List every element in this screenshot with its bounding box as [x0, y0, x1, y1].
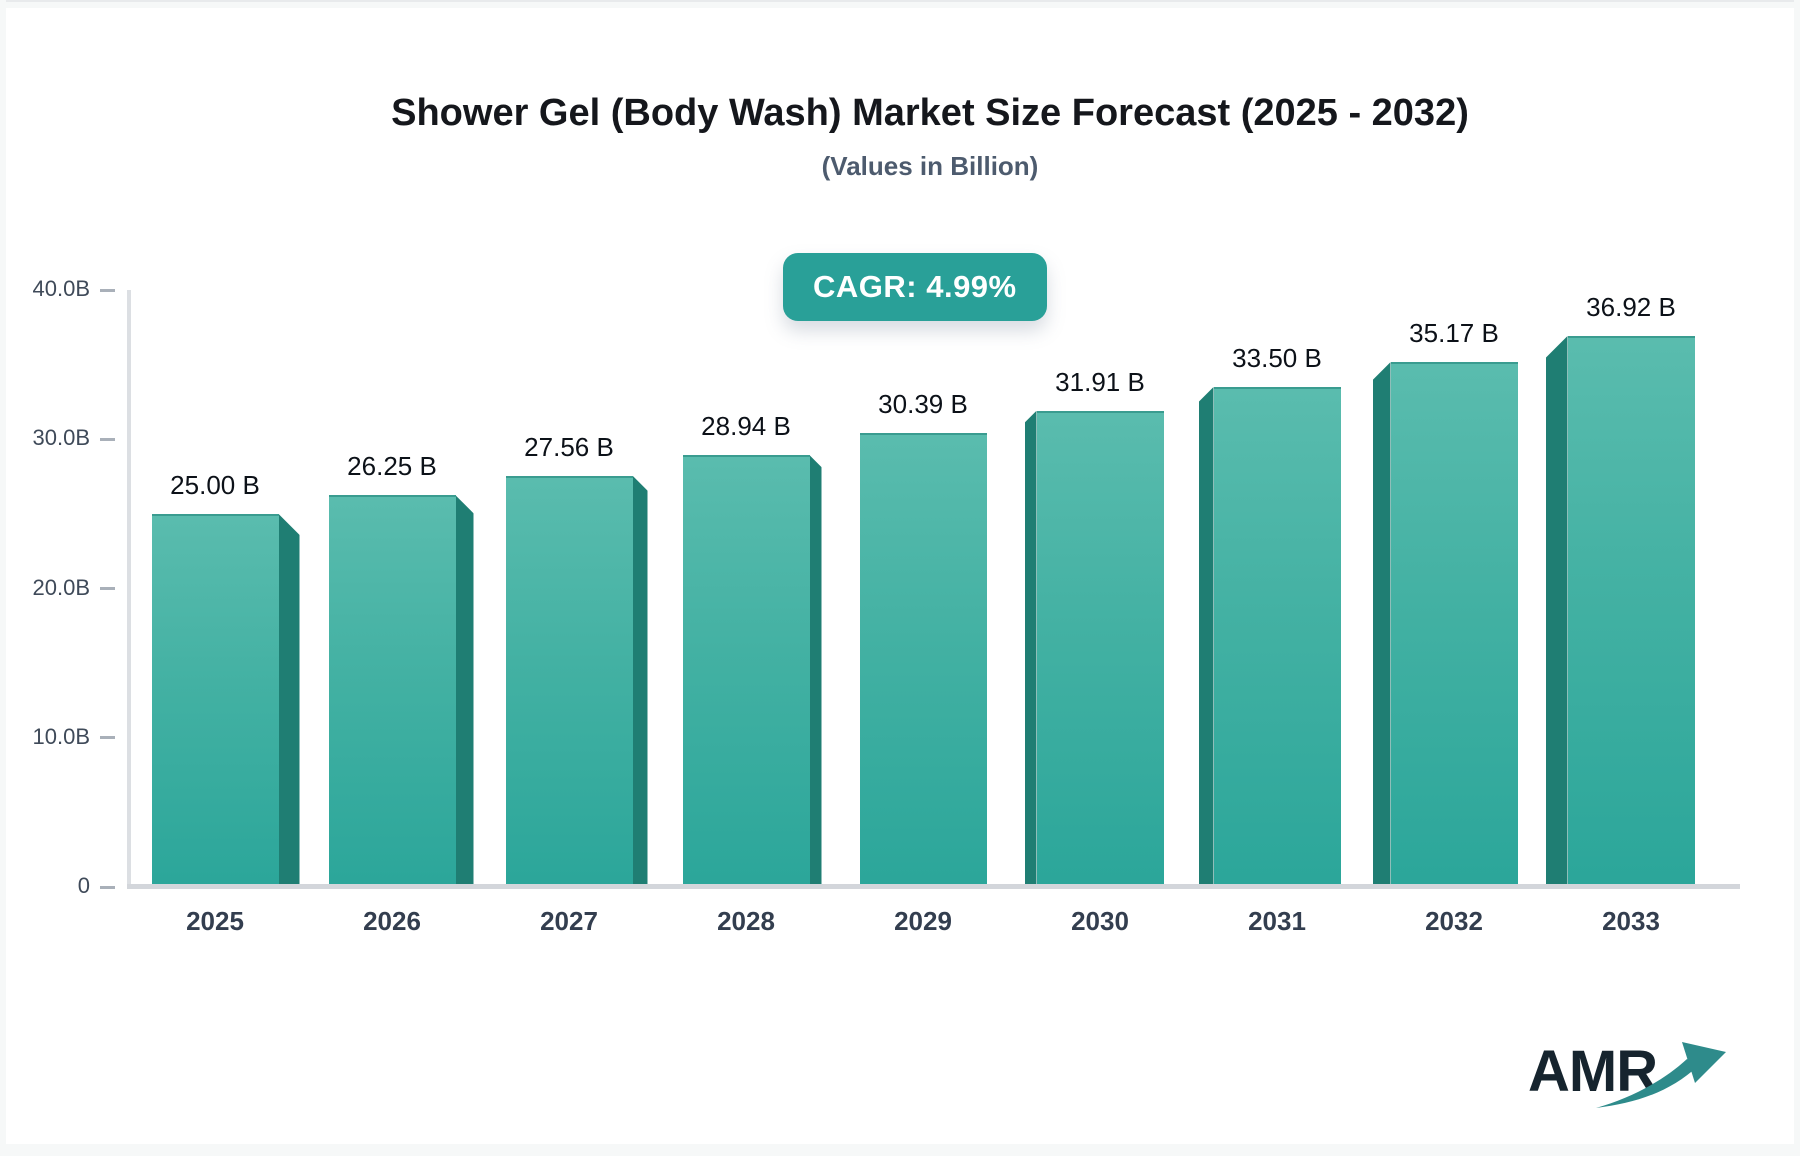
bar-side-2030	[1024, 410, 1037, 887]
bar-side-2026	[455, 495, 474, 887]
x-axis-label-2033: 2033	[1602, 906, 1660, 936]
y-tick-label: 10.0B	[32, 723, 91, 749]
frame-edge-top	[0, 0, 1800, 8]
bar-side-2031	[1198, 387, 1214, 887]
chart-subtitle: (Values in Billion)	[821, 151, 1039, 181]
bar-value-label: 26.25 B	[347, 451, 437, 482]
y-tick-label: 0	[77, 873, 90, 898]
bar-value-label: 33.50 B	[1232, 343, 1322, 373]
bar-2025[interactable]	[151, 513, 279, 887]
growth-arrow-icon	[1596, 1042, 1726, 1108]
bar-value-label: 36.92 B	[1586, 291, 1676, 322]
x-axis-label-2031: 2031	[1248, 906, 1306, 936]
frame-edge-right	[1794, 0, 1800, 1156]
bar-side-2032	[1372, 362, 1391, 887]
x-axis-line	[127, 884, 1740, 889]
x-axis-label-2029: 2029	[894, 906, 952, 936]
amr-logo: AMR	[1528, 1034, 1748, 1114]
chart-header: Shower Gel (Body Wash) Market Size Forec…	[60, 92, 1800, 182]
bar-2030[interactable]	[1036, 410, 1164, 887]
x-axis-label-2028: 2028	[717, 906, 775, 936]
y-tick-label: 40.0B	[32, 276, 91, 301]
y-axis-line	[127, 290, 131, 887]
frame-edge-bottom	[0, 1144, 1800, 1156]
bar-2028[interactable]	[682, 455, 810, 887]
bar-side-2028	[809, 455, 822, 887]
y-tick-mark	[100, 587, 115, 590]
x-axis-label-2027: 2027	[540, 906, 598, 936]
bar-2032[interactable]	[1390, 362, 1518, 887]
bar-side-2033	[1545, 335, 1568, 887]
x-axis-label-2030: 2030	[1071, 906, 1129, 936]
bar-value-label: 25.00 B	[170, 469, 260, 500]
bar-value-label: 31.91 B	[1055, 366, 1145, 397]
y-tick-label: 30.0B	[32, 425, 91, 451]
y-tick-mark	[100, 288, 115, 292]
bar-value-label: 35.17 B	[1409, 318, 1499, 349]
bar-2031[interactable]	[1213, 387, 1341, 887]
x-axis-label-2026: 2026	[363, 906, 421, 936]
bar-side-2027	[632, 475, 648, 887]
bar-2033[interactable]	[1567, 335, 1695, 887]
bar-value-label: 30.39 B	[878, 389, 968, 420]
frame-edge-left	[0, 0, 6, 1156]
bar-2026[interactable]	[328, 495, 456, 887]
y-tick-mark	[100, 885, 115, 889]
y-tick-mark	[100, 736, 115, 740]
cagr-badge: CAGR: 4.99%	[783, 253, 1047, 321]
x-axis-label-2025: 2025	[186, 906, 244, 936]
bar-value-label: 27.56 B	[524, 431, 614, 462]
x-axis-label-2032: 2032	[1425, 906, 1483, 936]
bar-2029[interactable]	[859, 433, 987, 887]
y-tick-mark	[100, 437, 115, 441]
bar-value-label: 28.94 B	[701, 411, 791, 442]
y-tick-label: 20.0B	[32, 574, 91, 600]
bar-2027[interactable]	[505, 475, 633, 887]
chart-title: Shower Gel (Body Wash) Market Size Forec…	[391, 92, 1469, 134]
bar-side-2025	[278, 513, 300, 887]
